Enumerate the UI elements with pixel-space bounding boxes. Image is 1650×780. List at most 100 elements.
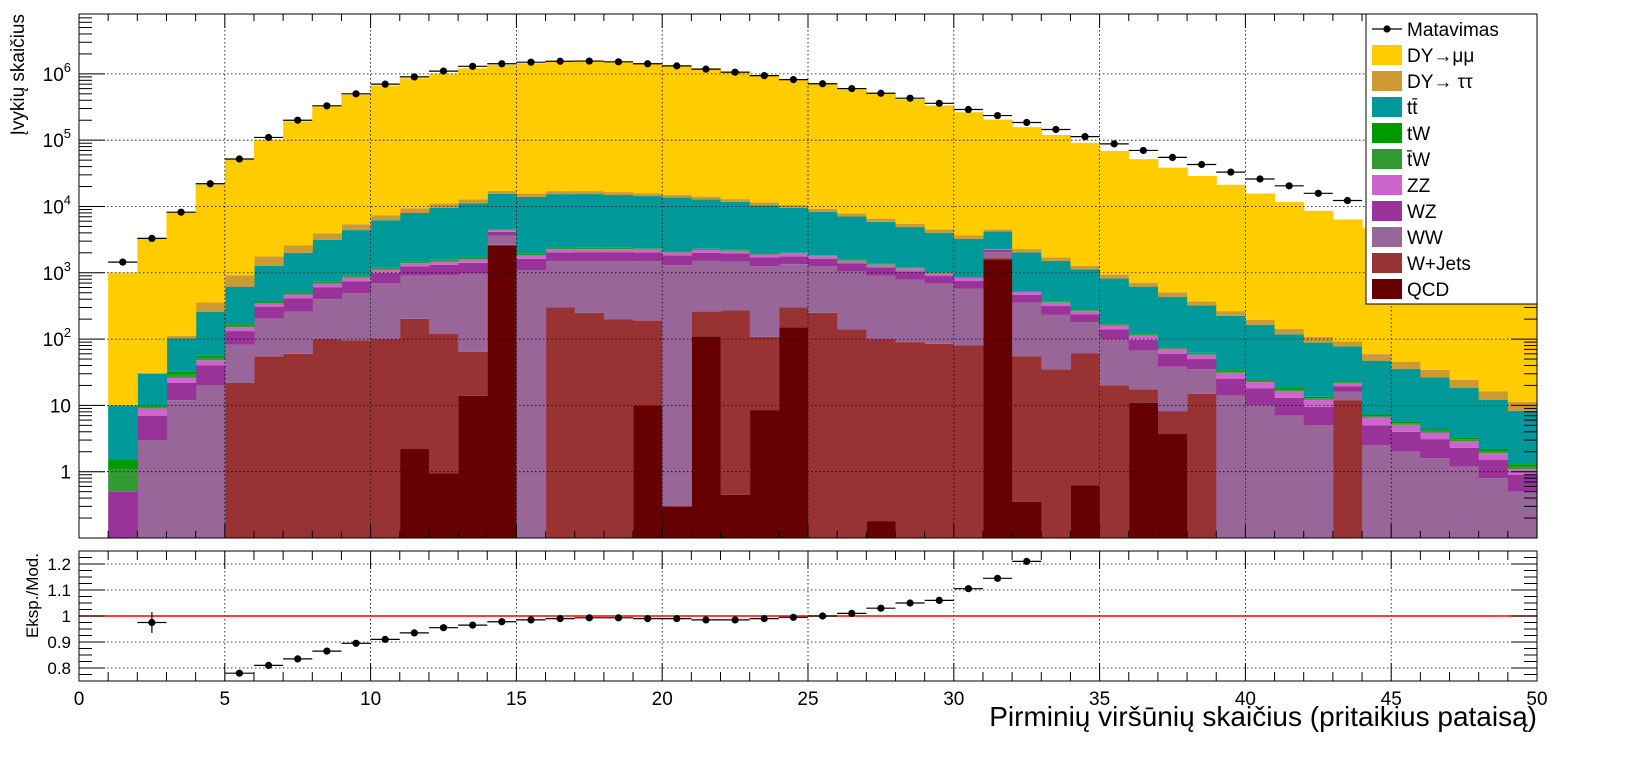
- bar-WZ: [312, 287, 343, 300]
- bar-DY→ ττ: [866, 218, 897, 222]
- bar-DY→μμ: [574, 61, 605, 192]
- bar-DY→ ττ: [1070, 265, 1101, 270]
- bar-DY→ ττ: [166, 335, 197, 339]
- bar-DY→μμ: [545, 61, 576, 192]
- y-tick-label: 106: [43, 60, 71, 86]
- bar-DY→ ττ: [399, 208, 430, 214]
- bar-tt̄: [982, 231, 1013, 249]
- ratio-point: [614, 614, 623, 622]
- legend-swatch: [1372, 253, 1402, 273]
- bar-W+Jets: [1070, 353, 1101, 486]
- bar-t̄W: [283, 293, 313, 295]
- bar-t̄W: [1362, 416, 1392, 418]
- ratio-point: [235, 669, 243, 677]
- bar-tW: [283, 292, 313, 294]
- bar-t̄W: [778, 253, 809, 254]
- bar-WW: [283, 311, 313, 354]
- bar-DY→ ττ: [1362, 354, 1392, 361]
- ratio-plot: 0.8 0.9 1 1.1 1.2 0 5 10 15 20 25 30 35 40 45 50 Eksp.…: [23, 550, 1548, 732]
- bar-ZZ: [633, 249, 663, 253]
- bar-W+Jets: [1099, 385, 1130, 538]
- bar-DY→ ττ: [1449, 379, 1480, 388]
- bar-WW: [749, 266, 780, 337]
- bar-WW: [982, 251, 1013, 259]
- bar-t̄W: [137, 406, 168, 409]
- bar-tt̄: [837, 216, 867, 260]
- legend-swatch: [1372, 201, 1402, 221]
- bar-WZ: [895, 271, 926, 280]
- bar-tW: [545, 247, 576, 249]
- bar-ZZ: [1362, 417, 1392, 426]
- bar-WW: [1478, 478, 1509, 538]
- bar-WZ: [1332, 386, 1363, 392]
- x-tick-label: 5: [220, 689, 231, 710]
- y-tick-label-base: 10: [43, 131, 64, 152]
- bar-WW: [866, 275, 897, 340]
- bar-W+Jets: [633, 320, 663, 406]
- bar-DY→ ττ: [516, 193, 547, 197]
- bar-DY→ ττ: [1332, 341, 1363, 347]
- bar-WZ: [341, 281, 372, 294]
- bar-t̄W: [428, 260, 459, 262]
- bar-DY→ ττ: [253, 256, 284, 266]
- bar-DY→μμ: [487, 64, 517, 191]
- bar-WW: [837, 271, 867, 330]
- bar-WW: [808, 266, 838, 313]
- bar-tt̄: [953, 238, 984, 278]
- bar-WZ: [428, 264, 459, 276]
- bar-WW: [691, 260, 722, 312]
- data-point: [848, 84, 856, 93]
- bar-ZZ: [866, 264, 897, 268]
- bar-WW: [137, 440, 168, 538]
- bar-DY→ ττ: [1391, 361, 1421, 369]
- bar-tt̄: [487, 193, 517, 230]
- ratio-point: [906, 599, 914, 607]
- bar-WZ: [1216, 379, 1246, 396]
- bar-DY→ ττ: [487, 190, 517, 194]
- bar-tW: [108, 460, 138, 469]
- data-point: [148, 234, 156, 243]
- bar-W+Jets: [574, 312, 605, 538]
- bar-DY→ ττ: [808, 208, 838, 212]
- bar-W+Jets: [691, 311, 722, 337]
- bar-DY→μμ: [1070, 142, 1101, 266]
- bar-ZZ: [837, 260, 867, 264]
- bar-WW: [428, 275, 459, 334]
- y-tick-label: 103: [43, 259, 71, 285]
- bar-WW: [516, 270, 547, 538]
- bar-WW: [574, 261, 605, 313]
- bar-WZ: [195, 365, 226, 386]
- data-point: [1081, 133, 1089, 141]
- bar-ZZ: [1216, 372, 1246, 380]
- bar-ZZ: [749, 254, 780, 258]
- bar-ZZ: [1041, 302, 1072, 307]
- bar-WZ: [1449, 447, 1480, 467]
- bar-tW: [428, 259, 459, 261]
- legend-swatch: [1372, 71, 1402, 91]
- bar-ZZ: [895, 268, 926, 272]
- bar-WW: [195, 385, 226, 538]
- bar-QCD: [982, 259, 1013, 538]
- bar-WZ: [487, 231, 517, 236]
- bar-W+Jets: [253, 356, 284, 538]
- bar-DY→μμ: [778, 78, 809, 206]
- bar-tW: [1478, 448, 1509, 452]
- bar-t̄W: [1157, 347, 1188, 349]
- x-tick-label: 10: [360, 689, 381, 710]
- bar-W+Jets: [1157, 411, 1188, 435]
- bar-DY→μμ: [953, 112, 984, 236]
- ratio-y-tick-labels: 0.8 0.9 1 1.1 1.2: [47, 555, 71, 678]
- bar-DY→μμ: [1216, 184, 1246, 312]
- data-point: [410, 73, 418, 81]
- bar-WW: [253, 318, 284, 357]
- bar-tt̄: [1245, 324, 1276, 380]
- bar-tt̄: [895, 227, 926, 268]
- bar-t̄W: [749, 253, 780, 255]
- bar-tt̄: [166, 338, 197, 372]
- y-tick-label-exponent: 5: [64, 126, 71, 141]
- bar-DY→ ττ: [603, 192, 634, 196]
- bar-t̄W: [574, 248, 605, 250]
- bar-tt̄: [428, 207, 459, 260]
- y-tick-label: 102: [43, 325, 71, 351]
- bar-t̄W: [108, 468, 138, 492]
